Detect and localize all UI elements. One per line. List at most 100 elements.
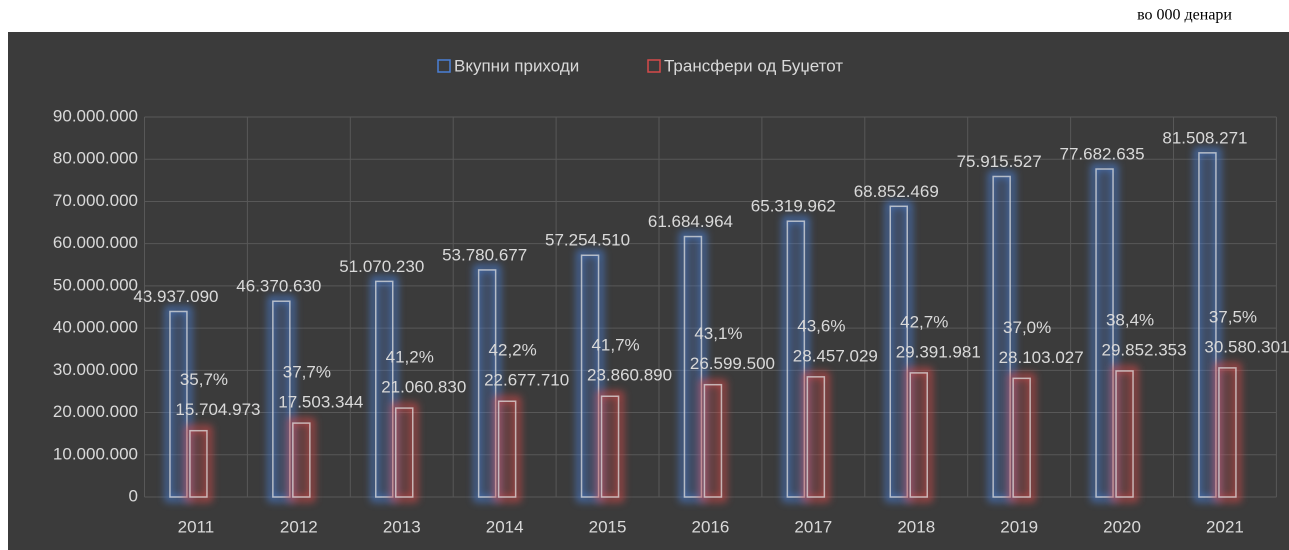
bar <box>1095 168 1114 498</box>
y-tick-label: 90.000.000 <box>53 106 138 125</box>
bar-glow <box>184 425 212 503</box>
bar-glow <box>287 418 315 502</box>
value-label: 77.682.635 <box>1060 144 1145 163</box>
x-tick-label: 2021 <box>1206 517 1244 536</box>
value-label: 51.070.230 <box>339 257 424 276</box>
y-tick-label: 20.000.000 <box>53 402 138 421</box>
x-tick-label: 2017 <box>794 517 832 536</box>
value-label: 17.503.344 <box>278 393 363 412</box>
value-label: 15.704.973 <box>175 400 260 419</box>
y-tick-label: 40.000.000 <box>53 318 138 337</box>
bar-glow <box>473 264 501 502</box>
bar <box>580 254 600 498</box>
share-label: 42,2% <box>489 341 537 360</box>
bar-glow <box>1213 362 1241 502</box>
value-label: 53.780.677 <box>442 245 527 264</box>
y-tick-label: 60.000.000 <box>53 233 138 252</box>
share-label: 38,4% <box>1106 310 1154 329</box>
bar-glow <box>576 250 604 502</box>
y-tick-label: 70.000.000 <box>53 191 138 210</box>
x-tick-label: 2011 <box>178 517 215 536</box>
value-label: 28.457.029 <box>793 346 878 365</box>
bar-glow <box>1008 373 1036 502</box>
bar-glow <box>1193 147 1221 502</box>
x-tick-label: 2016 <box>692 517 730 536</box>
share-label: 41,7% <box>591 336 639 355</box>
bar-glow <box>679 231 707 502</box>
value-label: 22.677.710 <box>484 371 569 390</box>
value-label: 21.060.830 <box>381 378 466 397</box>
bar <box>272 300 291 498</box>
bar-glow <box>370 276 398 503</box>
share-label: 41,2% <box>386 348 434 367</box>
bar-glow <box>493 396 521 502</box>
value-label: 65.319.962 <box>751 197 836 216</box>
value-label: 81.508.271 <box>1162 128 1247 147</box>
bar-glow <box>885 201 913 502</box>
bar <box>703 383 723 498</box>
value-label: 61.684.964 <box>648 212 733 231</box>
bar-glow <box>1091 164 1119 502</box>
bar-glow <box>988 171 1016 502</box>
x-tick-label: 2018 <box>897 517 935 536</box>
bar-glow <box>905 367 933 502</box>
bar <box>600 395 620 498</box>
bar <box>189 429 208 498</box>
bar-glow <box>802 371 830 503</box>
value-label: 30.580.301 <box>1204 337 1289 356</box>
y-tick-label: 50.000.000 <box>53 275 138 294</box>
bar-glow <box>390 403 418 503</box>
bar <box>909 372 928 498</box>
x-tick-label: 2020 <box>1103 517 1141 536</box>
value-label: 68.852.469 <box>854 182 939 201</box>
bar-glow <box>782 216 810 503</box>
value-label: 75.915.527 <box>957 152 1042 171</box>
y-tick-label: 0 <box>129 486 138 505</box>
x-tick-label: 2015 <box>589 517 627 536</box>
bar-glow <box>699 379 727 503</box>
bar <box>375 280 394 498</box>
value-label: 29.391.981 <box>896 342 981 361</box>
bar <box>395 407 414 498</box>
legend-label: Вкупни приходи <box>454 56 579 75</box>
bar <box>1198 152 1217 498</box>
value-label: 46.370.630 <box>236 277 321 296</box>
share-label: 37,0% <box>1003 318 1051 337</box>
legend-swatch <box>437 59 451 73</box>
legend-label: Трансфери од Буџетот <box>664 56 843 75</box>
bar <box>1012 377 1031 498</box>
y-tick-label: 10.000.000 <box>53 444 138 463</box>
bar-glow <box>596 391 624 503</box>
share-label: 42,7% <box>900 312 948 331</box>
value-label: 23.860.890 <box>587 366 672 385</box>
x-tick-label: 2012 <box>280 517 318 536</box>
bar <box>292 422 311 498</box>
bar <box>806 376 826 498</box>
chart-background <box>8 32 1289 550</box>
bar <box>1218 367 1237 498</box>
bar <box>497 400 517 498</box>
share-label: 37,5% <box>1209 307 1257 326</box>
x-tick-label: 2013 <box>383 517 421 536</box>
bar <box>683 235 703 498</box>
bar <box>889 205 908 498</box>
unit-note: во 000 денари <box>1137 7 1232 24</box>
value-label: 29.852.353 <box>1102 340 1187 359</box>
share-label: 43,6% <box>797 316 845 335</box>
value-label: 43.937.090 <box>133 287 218 306</box>
bar <box>1115 370 1134 498</box>
x-tick-label: 2014 <box>486 517 524 536</box>
value-label: 57.254.510 <box>545 231 630 250</box>
share-label: 37,7% <box>283 363 331 382</box>
bar <box>786 220 806 498</box>
value-label: 26.599.500 <box>690 354 775 373</box>
legend-swatch <box>647 59 661 73</box>
value-label: 28.103.027 <box>999 348 1084 367</box>
bar <box>169 310 188 498</box>
y-tick-label: 30.000.000 <box>53 360 138 379</box>
share-label: 43,1% <box>694 324 742 343</box>
share-label: 35,7% <box>180 370 228 389</box>
bar <box>477 269 497 498</box>
bar-glow <box>1111 365 1139 502</box>
